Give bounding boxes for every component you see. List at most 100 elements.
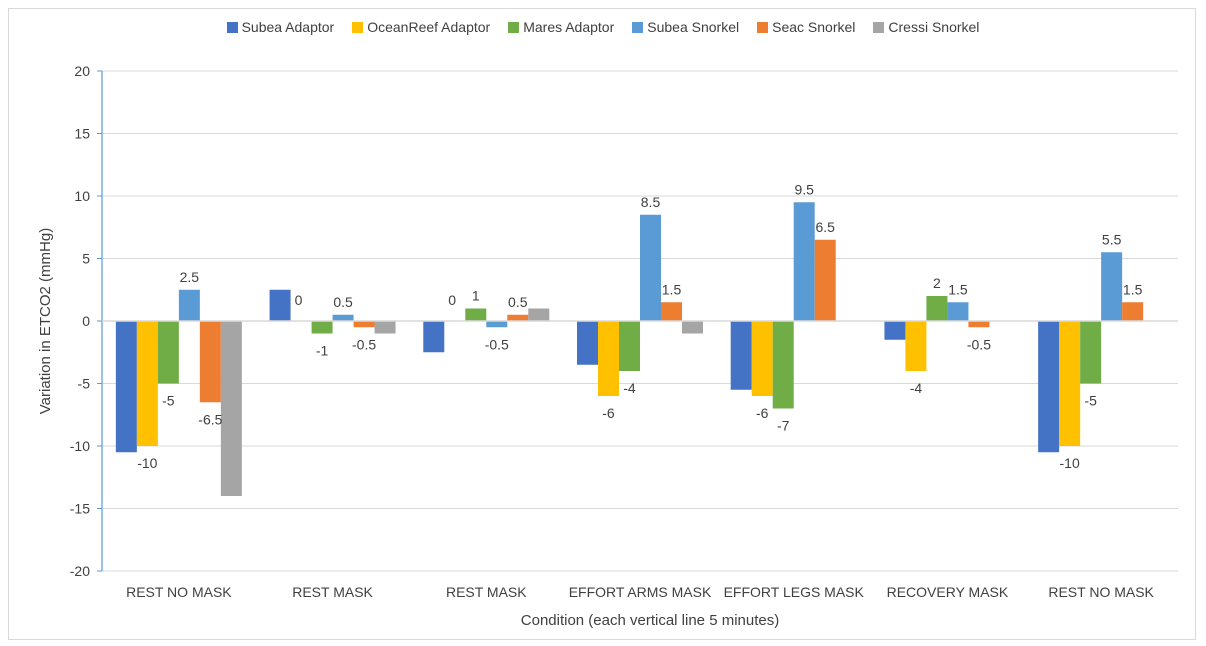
- legend-swatch: [873, 21, 885, 33]
- bar-mares-adaptor: [1080, 321, 1102, 384]
- legend-swatch: [508, 21, 520, 33]
- legend-swatch: [757, 21, 769, 33]
- y-tick-label: 15: [74, 126, 90, 142]
- bar-seac-snorkel: [353, 321, 375, 328]
- x-tick-label: EFFORT ARMS MASK: [569, 584, 712, 600]
- data-label: -0.5: [967, 336, 991, 352]
- bar-oceanreef-adaptor: [598, 321, 619, 396]
- legend-item: Subea Adaptor: [226, 19, 335, 35]
- bar-subea-adaptor: [577, 321, 598, 365]
- bar-seac-snorkel: [507, 314, 529, 321]
- data-label: 0: [448, 292, 456, 308]
- bar-subea-snorkel: [640, 214, 661, 321]
- data-label: 2: [933, 275, 941, 291]
- data-label: -10: [137, 455, 157, 471]
- legend-item: Cressi Snorkel: [873, 19, 979, 35]
- data-label: 2.5: [180, 269, 200, 285]
- bar-cressi-snorkel: [220, 321, 242, 496]
- x-tick-label: REST NO MASK: [1048, 584, 1154, 600]
- data-label: -6: [756, 405, 769, 421]
- data-label: -10: [1060, 455, 1080, 471]
- data-label: 0: [295, 292, 303, 308]
- x-tick-label: RECOVERY MASK: [887, 584, 1009, 600]
- y-axis-title: Variation in ETCO2 (mmHg): [37, 228, 54, 414]
- y-tick-label: 5: [82, 251, 90, 267]
- y-tick-label: 10: [74, 188, 90, 204]
- legend-label: Subea Snorkel: [647, 19, 740, 35]
- data-label: -0.5: [485, 336, 509, 352]
- bar-mares-adaptor: [157, 321, 179, 384]
- data-label: -4: [910, 380, 923, 396]
- data-label: -7: [777, 418, 790, 434]
- bar-subea-snorkel: [332, 314, 354, 321]
- bar-oceanreef-adaptor: [751, 321, 773, 396]
- legend-label: Seac Snorkel: [772, 19, 856, 35]
- y-tick-label: -15: [70, 501, 90, 517]
- bar-seac-snorkel: [199, 321, 221, 403]
- bar-seac-snorkel: [814, 239, 836, 321]
- data-label: -4: [623, 380, 636, 396]
- bar-subea-adaptor: [730, 321, 752, 390]
- bar-mares-adaptor: [465, 308, 487, 321]
- bar-cressi-snorkel: [682, 321, 703, 334]
- data-label: -1: [316, 343, 329, 359]
- data-label: 6.5: [815, 219, 835, 235]
- data-label: 0.5: [508, 294, 528, 310]
- bar-subea-adaptor: [884, 321, 906, 340]
- data-label: 9.5: [794, 181, 814, 197]
- bar-subea-snorkel: [1101, 252, 1123, 321]
- bar-mares-adaptor: [311, 321, 333, 334]
- y-tick-label: -20: [70, 563, 90, 579]
- bar-subea-adaptor: [115, 321, 137, 453]
- legend-swatch: [352, 21, 364, 33]
- bar-subea-adaptor: [1038, 321, 1060, 453]
- data-label: 5.5: [1102, 231, 1122, 247]
- bar-subea-adaptor: [269, 289, 291, 321]
- legend-label: Subea Adaptor: [241, 19, 335, 35]
- legend-label: OceanReef Adaptor: [367, 19, 491, 35]
- x-tick-label: REST MASK: [292, 584, 373, 600]
- bar-cressi-snorkel: [528, 308, 550, 321]
- legend-swatch: [226, 21, 238, 33]
- data-label: -6.5: [198, 411, 222, 427]
- bar-subea-snorkel: [947, 302, 969, 321]
- data-label: 0.5: [333, 294, 353, 310]
- bar-seac-snorkel: [1122, 302, 1144, 321]
- x-tick-label: EFFORT LEGS MASK: [724, 584, 865, 600]
- legend-item: Subea Snorkel: [632, 19, 739, 35]
- x-axis-title: Condition (each vertical line 5 minutes): [521, 612, 779, 629]
- bar-mares-adaptor: [772, 321, 794, 409]
- y-tick-label: -10: [70, 438, 90, 454]
- bar-subea-adaptor: [423, 321, 445, 353]
- y-tick-label: 20: [74, 63, 90, 79]
- bar-oceanreef-adaptor: [136, 321, 158, 446]
- data-label: -5: [1084, 393, 1097, 409]
- x-tick-label: REST NO MASK: [126, 584, 232, 600]
- y-tick-label: -5: [78, 376, 91, 392]
- data-label: 1.5: [948, 281, 968, 297]
- data-label: -0.5: [352, 336, 376, 352]
- bar-oceanreef-adaptor: [905, 321, 927, 371]
- bar-cressi-snorkel: [374, 321, 396, 334]
- x-tick-label: REST MASK: [446, 584, 527, 600]
- bar-seac-snorkel: [968, 321, 990, 328]
- legend-item: Mares Adaptor: [508, 19, 614, 35]
- bar-subea-snorkel: [178, 289, 200, 321]
- chart-legend: Subea Adaptor OceanReef Adaptor Mares Adap…: [0, 0, 1206, 54]
- legend-item: Seac Snorkel: [757, 19, 855, 35]
- legend-label: Cressi Snorkel: [888, 19, 980, 35]
- bar-oceanreef-adaptor: [1059, 321, 1081, 446]
- legend-swatch: [632, 21, 644, 33]
- bar-subea-snorkel: [486, 321, 508, 328]
- bar-subea-snorkel: [793, 202, 815, 321]
- data-label: 1.5: [1123, 281, 1143, 297]
- y-tick-label: 0: [82, 313, 90, 329]
- data-label: 1.5: [662, 281, 682, 297]
- bar-mares-adaptor: [926, 296, 948, 321]
- data-label: 1: [472, 288, 480, 304]
- data-label: -6: [602, 405, 615, 421]
- data-label: -5: [162, 393, 175, 409]
- data-label: 8.5: [641, 194, 661, 210]
- bar-mares-adaptor: [619, 321, 640, 371]
